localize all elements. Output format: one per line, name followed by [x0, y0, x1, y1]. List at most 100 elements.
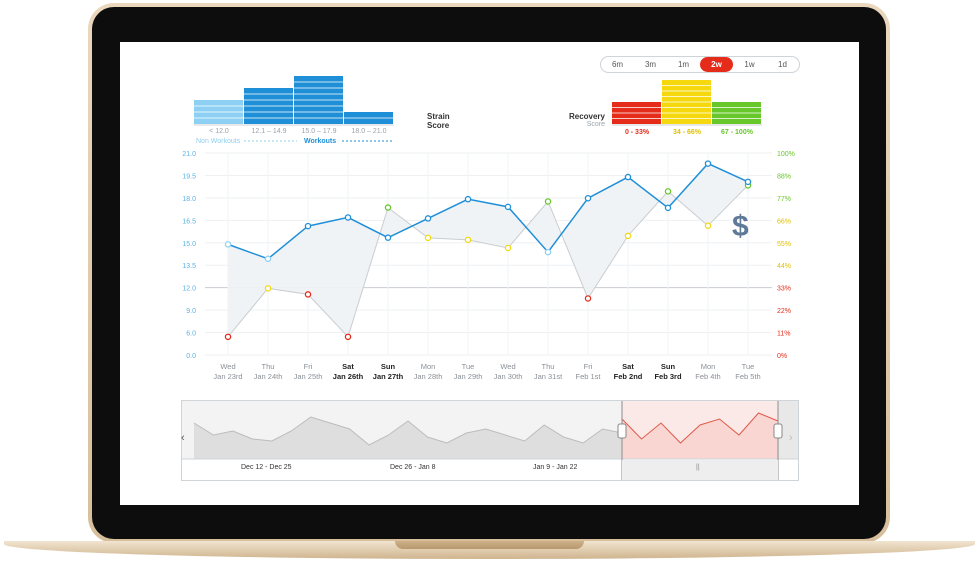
strain-point [704, 160, 712, 167]
laptop-base [4, 541, 975, 559]
left-axis-tick: 19.5 [182, 173, 196, 180]
x-tick-date: Jan 23rd [213, 372, 242, 381]
strain-point [464, 195, 472, 203]
recovery-title-line2: Score [586, 121, 605, 128]
recovery-point [264, 285, 272, 292]
x-tick-day: Mon [701, 362, 716, 371]
time-range-tabs: 6m 3m 1m 2w 1w 1d [600, 56, 800, 73]
strain-point [264, 255, 272, 263]
navigator-period-1[interactable]: Dec 12 - Dec 25 [241, 464, 292, 471]
laptop-notch [395, 541, 584, 549]
x-tick-day: Thu [542, 362, 555, 371]
right-axis-tick: 11% [777, 331, 791, 338]
range-tab-2w[interactable]: 2w [700, 57, 733, 72]
timeline-navigator[interactable]: ‹ › Dec 12 - Dec 25 Dec 26 - Jan 8 Jan 9… [181, 400, 799, 481]
x-tick-day: Fri [304, 362, 313, 371]
strain-recovery-gap-fill [228, 163, 748, 337]
app-screen: 6m 3m 1m 2w 1w 1d < 12.0 12.1 – 14.9 15.0 – 17.… [120, 42, 859, 505]
strain-point [304, 222, 312, 230]
left-axis-tick: 16.5 [182, 218, 196, 225]
right-axis-tick: 0% [777, 353, 787, 360]
range-tab-1m[interactable]: 1m [677, 60, 690, 69]
x-tick-date: Jan 31st [534, 372, 563, 381]
x-tick-date: Jan 30th [494, 372, 523, 381]
strain-title-line1: Strain [427, 112, 450, 121]
navigator-selection-area [622, 413, 778, 459]
right-axis-tick: 88% [777, 173, 791, 180]
x-tick-day: Tue [462, 362, 475, 371]
navigator-period-2[interactable]: Dec 26 - Jan 8 [390, 464, 436, 471]
recovery-point [664, 188, 672, 195]
recovery-point [704, 222, 712, 229]
strain-point [744, 178, 752, 186]
range-tab-6m[interactable]: 6m [611, 60, 624, 69]
navigator-right-arrow[interactable]: › [789, 432, 793, 444]
left-axis-tick: 6.0 [186, 331, 196, 338]
navigator-scroll-grip[interactable]: || [696, 464, 700, 471]
strain-point [344, 214, 352, 221]
x-tick-day: Sat [342, 362, 354, 371]
x-tick-date: Feb 3rd [654, 372, 682, 381]
navigator-left-arrow[interactable]: ‹ [181, 432, 185, 444]
strain-point [624, 173, 632, 181]
recovery-point [424, 234, 432, 242]
left-axis-tick: 13.5 [182, 263, 196, 270]
right-axis-tick: 100% [777, 151, 795, 158]
x-tick-date: Jan 26th [333, 372, 364, 381]
strain-point [424, 215, 432, 222]
recovery-bucket-label: 0 - 33% [625, 129, 650, 136]
right-axis-tick: 33% [777, 286, 791, 293]
left-axis-tick: 9.0 [186, 308, 196, 315]
left-axis-tick: 12.0 [182, 286, 196, 293]
right-axis-tick: 55% [777, 241, 791, 248]
recovery-series-line [227, 184, 749, 338]
x-tick-date: Jan 24th [254, 372, 283, 381]
x-tick-date: Jan 28th [414, 372, 443, 381]
recovery-point [384, 204, 392, 211]
navigator-period-3[interactable]: Jan 9 - Jan 22 [533, 464, 578, 471]
range-tab-3m[interactable]: 3m [644, 60, 657, 69]
recovery-title-line1: Recovery [568, 112, 605, 121]
x-tick-day: Sun [381, 362, 396, 371]
strain-point [664, 204, 672, 212]
strain-title-line2: Score [427, 121, 450, 130]
x-tick-day: Sat [622, 362, 634, 371]
x-tick-day: Sun [661, 362, 676, 371]
strain-bucket-label: 12.1 – 14.9 [251, 128, 286, 135]
recovery-point [344, 333, 352, 341]
x-tick-day: Fri [584, 362, 593, 371]
strain-point [584, 194, 592, 202]
range-tab-1w[interactable]: 1w [744, 60, 755, 69]
navigator-right-handle [773, 423, 783, 439]
recovery-point [464, 236, 472, 244]
navigator-history-area [194, 417, 622, 459]
recovery-point [544, 198, 552, 205]
x-tick-date: Jan 25th [294, 372, 323, 381]
recovery-point [224, 333, 232, 341]
recovery-score-title: Recovery Score [565, 112, 605, 128]
strain-recovery-line-chart: 21.0 19.5 18.0 16.5 15.0 13.5 12.0 9.0 6.0 0.0 100… [182, 151, 795, 381]
x-tick-date: Feb 2nd [614, 372, 643, 381]
x-tick-date: Jan 27th [373, 372, 404, 381]
recovery-bucket-label: 34 - 66% [673, 129, 702, 136]
recovery-point [304, 291, 312, 298]
navigator-chart [182, 401, 798, 480]
strain-score-histogram: < 12.0 12.1 – 14.9 15.0 – 17.9 18.0 – 21.0 N… [194, 76, 394, 144]
x-tick-day: Thu [262, 362, 275, 371]
left-axis-tick: 15.0 [182, 241, 196, 248]
navigator-scrollbar-thumb [622, 460, 778, 480]
range-tab-1d[interactable]: 1d [778, 60, 787, 69]
strain-bucket-label: 18.0 – 21.0 [351, 128, 386, 135]
right-axis-tick: 66% [777, 218, 791, 225]
strain-score-title: Strain Score [427, 112, 450, 130]
strain-point [544, 248, 552, 256]
strain-point [504, 203, 512, 211]
x-tick-day: Wed [220, 362, 235, 371]
recovery-point [624, 232, 632, 240]
recovery-point [584, 295, 592, 302]
x-tick-date: Feb 4th [695, 372, 720, 381]
strain-series-line [227, 162, 749, 260]
strain-bucket-label: < 12.0 [209, 128, 229, 135]
left-axis-tick: 0.0 [186, 353, 196, 360]
strain-point [224, 241, 232, 248]
